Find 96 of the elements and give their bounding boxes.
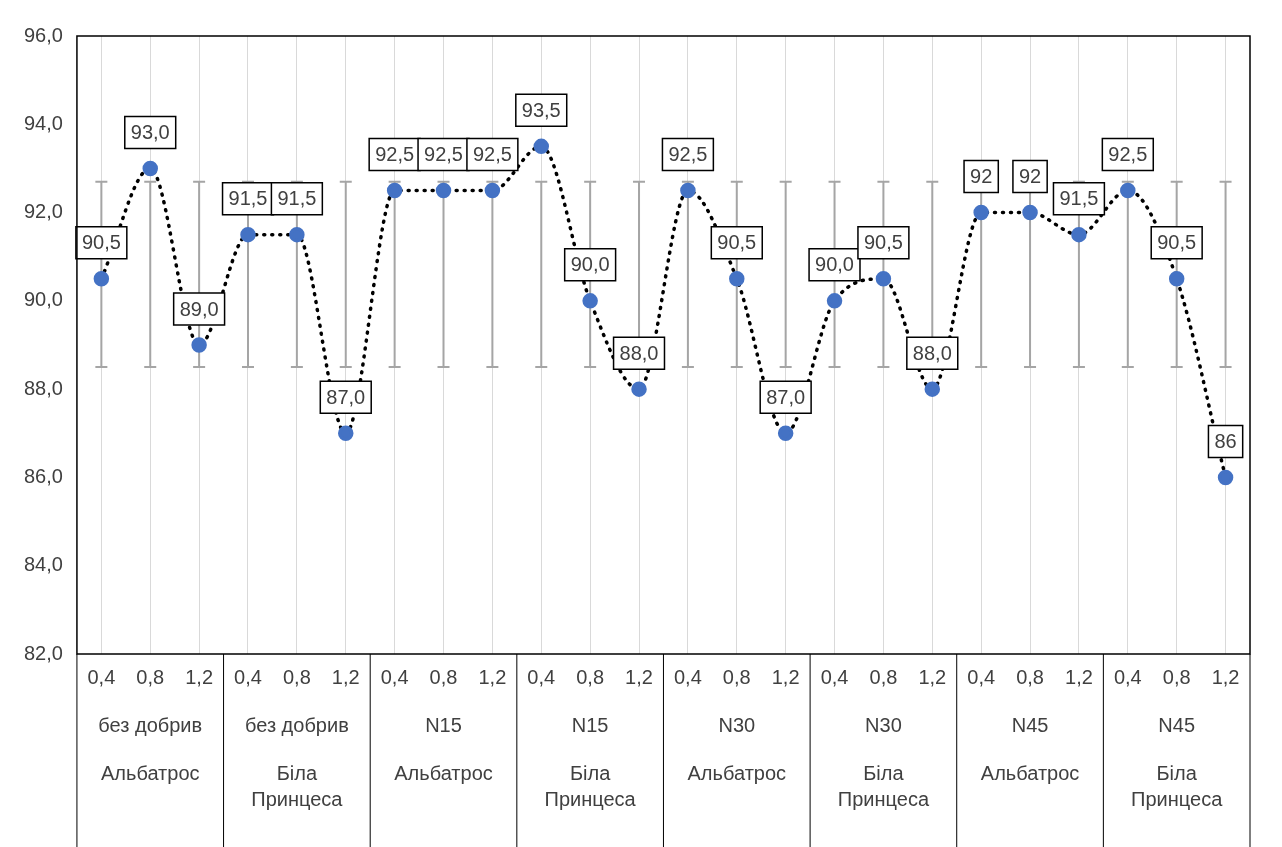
x-tick-label: 1,2 [918,665,947,688]
x-tick-label: 1,2 [1211,665,1240,688]
x-tick-label: 0,4 [234,665,262,688]
point [1022,204,1038,221]
x-tick-label: 1,2 [771,665,800,688]
text: без добрив [98,713,203,736]
point [1120,182,1136,199]
point [386,182,403,199]
data-label: 92,5 [375,143,415,166]
text: N30 [718,713,756,736]
text: Біла Принцеса [251,761,344,810]
x-tick-label: 0,8 [136,665,165,688]
text: Біла Принцеса [1131,761,1224,810]
x-tick-label: 0,4 [820,665,849,688]
data-label: 86 [1214,429,1237,452]
y-tick-label: 94,0 [23,111,63,134]
point [875,271,892,287]
x-tick-label: 1,2 [331,665,360,688]
text: N15 [571,713,609,736]
point [1071,226,1087,243]
data-label: 88,0 [619,341,659,364]
point [631,381,647,397]
x-tick-label: 0,4 [674,665,702,688]
data-label: 90,5 [1157,231,1197,254]
data-label: 89,0 [179,297,219,320]
y-tick-label: 84,0 [23,553,63,576]
data-label: 90,5 [717,231,757,254]
text: N45 [1158,713,1196,736]
data-label: 93,5 [521,98,561,121]
x-tick-label: 0,4 [1113,665,1142,688]
point [924,381,941,397]
data-label: 91,5 [228,187,268,210]
x-tick-label: 0,8 [282,665,311,688]
data-label: 92,5 [1108,143,1148,166]
point [777,425,794,442]
text: Біла Принцеса [544,761,637,810]
text: N15 [425,713,462,736]
data-label: 93,0 [130,120,170,143]
y-tick-label: 90,0 [23,288,63,311]
point [93,271,110,287]
x-tick-label: 0,8 [429,665,458,688]
y-tick-label: 82,0 [23,641,63,664]
text: Альбатрос [980,761,1080,784]
data-label: 87,0 [326,385,366,408]
x-tick-label: 1,2 [185,665,214,688]
data-label: 88,0 [912,341,952,364]
point [191,337,207,353]
x-tick-label: 0,8 [576,665,605,688]
point [338,425,354,442]
x-tick-label: 1,2 [1065,665,1093,688]
data-label: 92,5 [472,143,512,166]
data-label: 90,5 [81,231,121,254]
x-tick-label: 0,8 [869,665,898,688]
point [240,226,256,243]
data-label: 90,5 [863,231,903,254]
data-label: 92,5 [424,143,463,166]
x-tick-label: 0,4 [87,665,116,688]
x-tick-label: 0,4 [527,665,556,688]
point [484,182,501,199]
y-tick-label: 96,0 [23,23,63,46]
point [582,293,598,309]
point [533,138,550,155]
data-label: 90,0 [815,253,854,276]
data-label: 92 [1018,165,1042,188]
y-tick-label: 92,0 [23,200,63,223]
data-label: 91,5 [277,187,317,210]
text: Біла Принцеса [837,761,930,810]
data-label: 90,0 [570,253,610,276]
x-tick-label: 1,2 [478,665,507,688]
data-label: 92 [970,165,993,188]
point [729,271,745,287]
x-tick-label: 0,8 [722,665,751,688]
text: без добрив [244,713,349,736]
x-tick-label: 0,4 [380,665,409,688]
point [1168,271,1185,287]
point [289,226,305,243]
data-label: 87,0 [766,385,806,408]
x-tick-label: 0,8 [1016,665,1044,688]
point [142,160,158,177]
data-label: 91,5 [1059,187,1099,210]
x-tick-label: 1,2 [625,665,653,688]
data-label: 92,5 [668,143,708,166]
y-tick-label: 86,0 [23,464,63,487]
point [435,182,452,199]
point [1217,469,1234,486]
point [680,182,696,199]
point [826,293,843,309]
x-tick-label: 0,4 [967,665,996,688]
text: N45 [1011,713,1049,736]
x-tick-label: 0,8 [1162,665,1191,688]
text: N30 [865,713,902,736]
point [973,204,989,221]
text: Альбатрос [100,761,200,784]
text: Альбатрос [394,761,493,784]
y-tick-label: 88,0 [23,376,63,399]
text: Альбатрос [687,761,787,784]
